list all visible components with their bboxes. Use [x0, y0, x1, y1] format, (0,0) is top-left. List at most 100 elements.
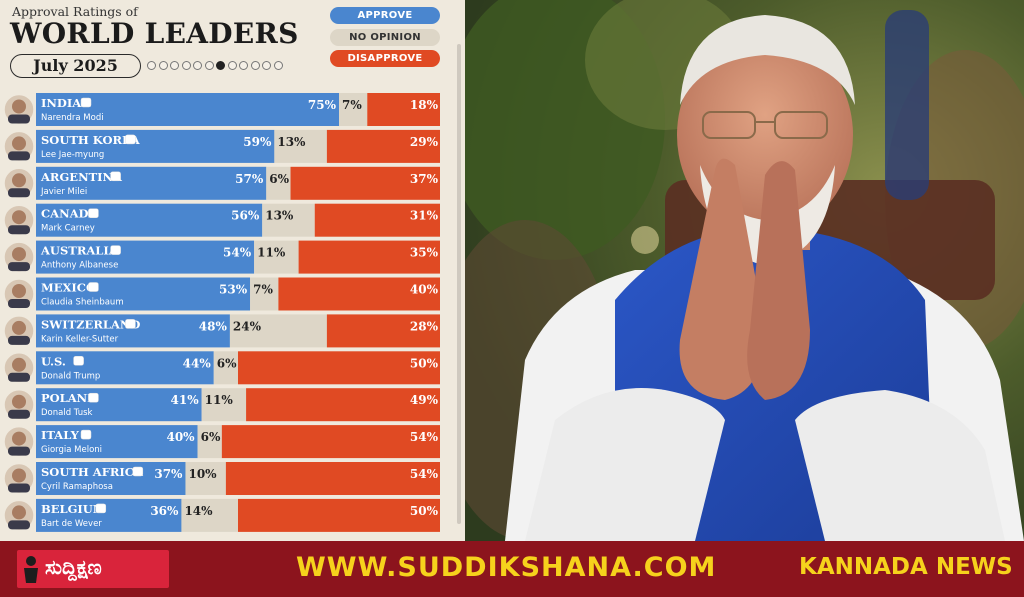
bar-no-opinion — [229, 314, 327, 348]
bar-approve — [36, 166, 267, 200]
site-logo[interactable]: ಸುದ್ದಿಕ್ಷಣ — [17, 550, 169, 588]
bar-no-opinion — [197, 425, 222, 459]
value-approve: 41% — [171, 393, 200, 407]
avatar-face — [12, 173, 26, 188]
bar-row: SWITZERLAND Karin Keller-Sutter 48% 24% 28% — [3, 314, 440, 348]
pagination-dot[interactable] — [170, 61, 179, 70]
value-approve: 56% — [231, 209, 260, 223]
country-label: INDIA — [41, 96, 82, 110]
value-no-opinion: 13% — [265, 209, 294, 223]
bar-disapprove — [290, 166, 440, 200]
flag-icon — [80, 429, 92, 440]
value-no-opinion: 24% — [233, 319, 262, 333]
value-no-opinion: 6% — [217, 356, 237, 370]
flag-icon — [125, 134, 136, 145]
scrollbar[interactable] — [457, 44, 461, 524]
bar-disapprove — [367, 93, 440, 126]
pagination-dots[interactable] — [147, 61, 283, 70]
value-approve: 37% — [154, 467, 183, 481]
bar-approve — [36, 203, 263, 237]
bar-row: SOUTH AFRICA Cyril Ramaphosa 37% 10% 54% — [3, 462, 440, 495]
pagination-dot[interactable] — [262, 61, 271, 70]
value-disapprove: 29% — [410, 135, 439, 149]
country-label: SOUTH KOREA — [41, 133, 141, 147]
bar-disapprove — [225, 462, 440, 495]
date-pill: July 2025 — [10, 54, 141, 78]
bar-approve — [36, 425, 198, 459]
value-no-opinion: 11% — [205, 393, 234, 407]
leader-name: Donald Tusk — [41, 408, 93, 418]
leader-name: Bart de Wever — [41, 519, 102, 529]
avatar-body — [8, 299, 30, 308]
bar-no-opinion — [181, 498, 238, 532]
bar-disapprove — [238, 498, 440, 532]
logo-icon — [24, 556, 38, 583]
chart-panel: Approval Ratings of WORLD LEADERS July 2… — [0, 0, 465, 541]
legend-no-opinion: NO OPINION — [330, 29, 440, 46]
avatar-body — [8, 225, 30, 235]
bar-row: BELGIUM Bart de Wever 36% 14% 50% — [3, 498, 440, 532]
bar-disapprove — [278, 277, 440, 311]
pagination-dot[interactable] — [181, 61, 191, 70]
flag-icon — [125, 319, 136, 329]
chart-title: WORLD LEADERS — [10, 17, 299, 50]
leader-name: Giorgia Meloni — [41, 445, 102, 455]
avatar-face — [12, 394, 26, 409]
bar-row: INDIA Narendra Modi 75% 7% 18% — [3, 93, 440, 126]
avatar-face — [12, 357, 26, 372]
bar-disapprove — [246, 388, 440, 422]
value-approve: 48% — [199, 319, 228, 333]
legend-approve: APPROVE — [330, 7, 440, 24]
value-no-opinion: 7% — [253, 283, 273, 297]
pagination-dot[interactable] — [147, 61, 156, 70]
pagination-dot[interactable] — [204, 61, 214, 70]
country-label: SOUTH AFRICA — [41, 465, 144, 479]
leader-photo — [465, 0, 1024, 541]
country-label: ARGENTINA — [40, 170, 123, 184]
site-url[interactable]: WWW.SUDDIKSHANA.COM — [296, 552, 717, 583]
avatar-face — [12, 136, 26, 151]
avatar-face — [12, 431, 26, 446]
leader-name: Anthony Albanese — [41, 261, 118, 271]
country-label: MEXICO — [41, 281, 96, 295]
avatar-face — [12, 210, 26, 225]
bar-disapprove — [326, 129, 440, 163]
legend-disapprove: DISAPPROVE — [330, 50, 440, 67]
pagination-dot[interactable] — [250, 61, 260, 70]
bar-disapprove — [326, 314, 440, 348]
pagination-dot[interactable] — [158, 61, 168, 70]
avatar-face — [12, 99, 26, 114]
leader-name: Narendra Modi — [41, 113, 104, 123]
pagination-dot[interactable] — [239, 61, 248, 70]
avatar-face — [12, 468, 26, 483]
pagination-dot[interactable] — [193, 61, 202, 70]
country-label: POLAND — [41, 391, 97, 405]
pagination-dot[interactable] — [273, 61, 283, 70]
value-disapprove: 28% — [410, 319, 439, 333]
value-approve: 53% — [219, 283, 248, 297]
bar-approve — [36, 388, 202, 422]
bar-disapprove — [221, 425, 440, 459]
avatar-body — [8, 409, 30, 419]
bar-row: AUSTRALIA Anthony Albanese 54% 11% 35% — [3, 240, 440, 274]
bar-rows: INDIA Narendra Modi 75% 7% 18% SOUTH KOREA Lee… — [3, 93, 440, 532]
pagination-dot[interactable] — [227, 61, 237, 70]
bar-no-opinion — [274, 129, 327, 163]
flag-icon — [80, 97, 92, 108]
flag-icon — [73, 356, 84, 366]
avatar-body — [8, 114, 30, 124]
bar-approve — [36, 277, 251, 311]
value-approve: 75% — [308, 98, 337, 112]
pagination-dot[interactable] — [216, 61, 225, 70]
logo-text: ಸುದ್ದಿಕ್ಷಣ — [45, 555, 102, 579]
bar-no-opinion — [262, 203, 315, 237]
value-no-opinion: 10% — [188, 467, 217, 481]
value-no-opinion: 13% — [277, 135, 306, 149]
value-approve: 59% — [243, 135, 272, 149]
value-disapprove: 18% — [410, 98, 439, 112]
avatar-body — [8, 520, 30, 530]
bar-no-opinion — [339, 93, 368, 126]
leader-name: Lee Jae-myung — [41, 150, 104, 160]
value-disapprove: 54% — [410, 430, 439, 444]
leader-name: Karin Keller-Sutter — [41, 334, 119, 344]
